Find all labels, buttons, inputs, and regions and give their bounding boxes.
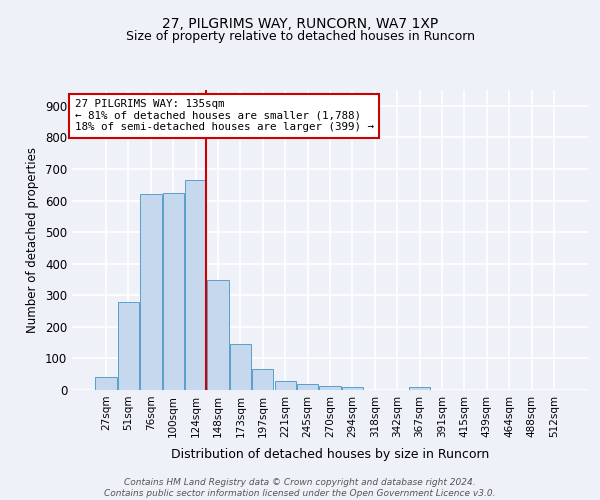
Text: 27 PILGRIMS WAY: 135sqm
← 81% of detached houses are smaller (1,788)
18% of semi: 27 PILGRIMS WAY: 135sqm ← 81% of detache…	[74, 99, 374, 132]
Bar	[95, 376, 117, 390]
Y-axis label: Number of detached properties: Number of detached properties	[26, 147, 40, 333]
Bar	[342, 387, 363, 390]
Bar	[319, 386, 341, 390]
Bar	[230, 344, 251, 390]
Text: 27, PILGRIMS WAY, RUNCORN, WA7 1XP: 27, PILGRIMS WAY, RUNCORN, WA7 1XP	[162, 18, 438, 32]
X-axis label: Distribution of detached houses by size in Runcorn: Distribution of detached houses by size …	[171, 448, 489, 461]
Text: Size of property relative to detached houses in Runcorn: Size of property relative to detached ho…	[125, 30, 475, 43]
Bar	[275, 380, 296, 390]
Bar	[140, 194, 161, 390]
Bar	[185, 180, 206, 390]
Bar	[252, 370, 274, 390]
Bar	[208, 280, 229, 390]
Bar	[163, 192, 184, 390]
Text: Contains HM Land Registry data © Crown copyright and database right 2024.
Contai: Contains HM Land Registry data © Crown c…	[104, 478, 496, 498]
Bar	[118, 302, 139, 390]
Bar	[297, 384, 318, 390]
Bar	[409, 387, 430, 390]
